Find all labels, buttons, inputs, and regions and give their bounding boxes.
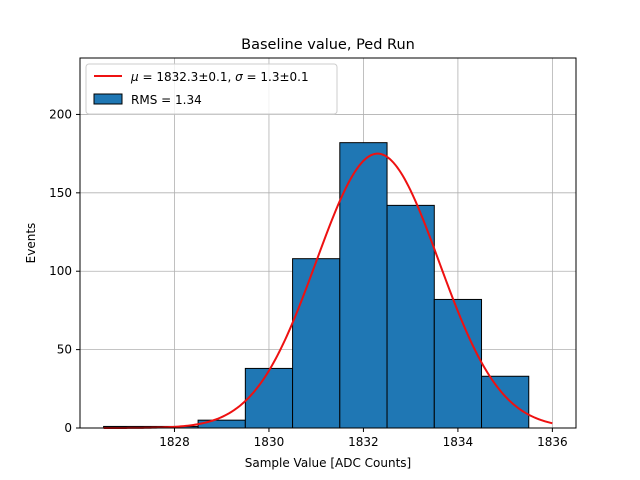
histogram-bars bbox=[103, 142, 530, 429]
x-tick-label: 1830 bbox=[254, 435, 285, 449]
y-axis-label: Events bbox=[24, 223, 38, 264]
x-tick-label: 1834 bbox=[443, 435, 474, 449]
x-tick-label: 1828 bbox=[159, 435, 190, 449]
legend-sigma-value: = 1.3±0.1 bbox=[243, 70, 309, 84]
histogram-bar bbox=[386, 204, 435, 429]
histogram-bar bbox=[292, 258, 341, 429]
fit-curve-group bbox=[103, 152, 553, 429]
histogram-bar bbox=[433, 298, 483, 429]
x-axis-ticks: 1828 1830 1832 1834 1836 bbox=[159, 428, 568, 449]
x-tick-label: 1832 bbox=[348, 435, 379, 449]
y-tick-label: 50 bbox=[57, 343, 72, 357]
gaussian-fit-curve bbox=[103, 152, 553, 429]
x-tick-label: 1836 bbox=[537, 435, 568, 449]
legend-mu-symbol: μ bbox=[130, 70, 139, 84]
histogram-bar bbox=[244, 367, 294, 429]
plot-frame bbox=[79, 57, 577, 429]
y-tick-label: 100 bbox=[49, 264, 72, 278]
legend-fit-label: μ = 1832.3±0.1, σ = 1.3±0.1 bbox=[130, 70, 309, 84]
histogram-bar bbox=[197, 419, 246, 429]
legend: μ = 1832.3±0.1, σ = 1.3±0.1 RMS = 1.34 bbox=[85, 63, 338, 115]
x-axis-label: Sample Value [ADC Counts] bbox=[245, 456, 411, 470]
legend-box bbox=[85, 63, 338, 115]
legend-rms-label: RMS = 1.34 bbox=[131, 93, 202, 107]
legend-mu-value: = 1832.3±0.1, bbox=[139, 70, 235, 84]
y-axis-ticks: 0 50 100 150 200 bbox=[49, 107, 80, 435]
histogram-bar bbox=[339, 142, 388, 429]
histogram-bar bbox=[481, 375, 530, 429]
y-tick-label: 0 bbox=[64, 421, 72, 435]
y-tick-label: 150 bbox=[49, 186, 72, 200]
chart-title: Baseline value, Ped Run bbox=[241, 37, 415, 53]
y-tick-label: 200 bbox=[49, 107, 72, 121]
legend-sigma-symbol: σ bbox=[235, 70, 243, 84]
legend-bar-swatch bbox=[93, 93, 123, 105]
